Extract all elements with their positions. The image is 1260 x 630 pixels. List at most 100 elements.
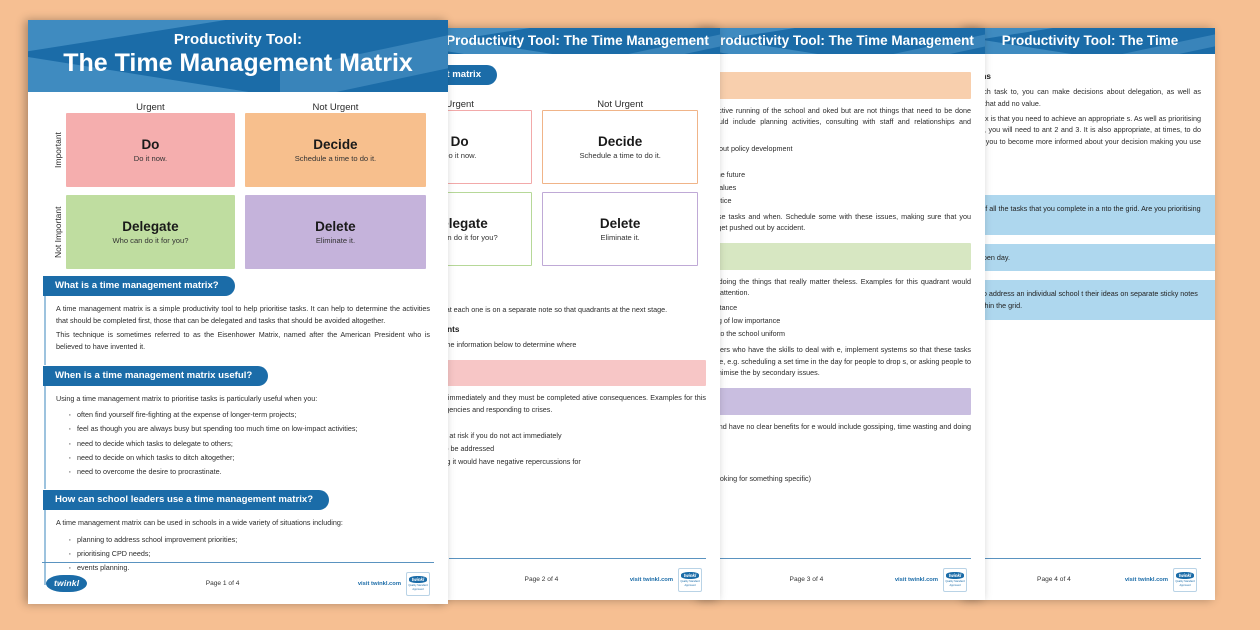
page-4-blue-box-list: stic tool. Make a record of all the task… bbox=[965, 195, 1215, 320]
matrix-col-header-not-urgent: Not Urgent bbox=[312, 102, 359, 113]
list-item: ial risk and it needs to be addressed bbox=[435, 443, 706, 455]
list-item: need to decide which tasks to delegate t… bbox=[66, 436, 430, 453]
section-paragraph: A time management matrix is a simple pro… bbox=[56, 304, 430, 325]
list-item: e looming and missing it would have nega… bbox=[435, 456, 706, 468]
matrix-cell-delegate: Delegate Who can do it for you? bbox=[66, 195, 235, 269]
matrix-cell-delegate: Delegate Who can do it for you? bbox=[435, 192, 533, 266]
page-3-paragraph-1: s that are important in the effective ru… bbox=[700, 105, 971, 138]
document-page-4[interactable]: Productivity Tool: The Time Management M… bbox=[965, 28, 1215, 600]
list-item: lendar bbox=[700, 156, 971, 168]
section-school-leaders: How can school leaders use a time manage… bbox=[43, 489, 448, 586]
list-item: events planning. bbox=[66, 560, 430, 577]
page-4-paragraph-1: you have allocated each task to, you can… bbox=[965, 87, 1201, 108]
page-2-paragraph-3: hat need to be addressed immediately and… bbox=[435, 393, 706, 415]
visit-link[interactable]: visit twinkl.com bbox=[894, 576, 938, 583]
blue-box: hool event, such as an open day. bbox=[965, 243, 1215, 272]
page-3-footer: Page 3 of 4 visit twinkl.com twinkl Qual… bbox=[714, 558, 971, 600]
quadrant-bar-not-important-not-urgent: t and not urgent bbox=[700, 387, 971, 415]
list-item: munications of lower importance bbox=[700, 302, 971, 314]
list-item: f changes to expected practice bbox=[700, 195, 971, 207]
quadrant-bar-not-important-urgent: t but urgent bbox=[700, 243, 971, 270]
page-2-paragraph-4: all bbox=[435, 478, 706, 490]
list-item: dia bbox=[700, 447, 971, 459]
matrix-cell-decide: Decide Schedule a time to do it. bbox=[542, 110, 698, 184]
page-2-matrix: Urgent Not Urgent Do Do it now. Decide S… bbox=[435, 85, 720, 272]
matrix-cell-do: Do Do it now. bbox=[66, 113, 235, 187]
twinkl-logo[interactable]: twinkl bbox=[46, 575, 88, 592]
document-page-2[interactable]: Productivity Tool: The Time Management M… bbox=[435, 28, 720, 600]
list-item: talogues (unless you are looking for som… bbox=[700, 473, 971, 485]
list-item: nts, staff and governors about policy de… bbox=[700, 143, 971, 155]
matrix-cell-decide: Decide Schedule a time to do it. bbox=[244, 113, 426, 187]
section-paragraph: A time management matrix can be used in … bbox=[56, 518, 343, 528]
page-4-title: Productivity Tool: The Time Management M… bbox=[1001, 33, 1179, 48]
section-heading: How can school leaders use a time manage… bbox=[43, 490, 330, 511]
page-2-body: vities t of the task. Make sure that eac… bbox=[435, 272, 720, 511]
page-3-paragraph-4: ble, delegate these tasks to others who … bbox=[700, 345, 971, 378]
matrix-col-header-not-urgent: Not Urgent bbox=[597, 99, 644, 110]
list-item: need to decide on which tasks to ditch a… bbox=[66, 450, 430, 467]
page-3-title: Productivity Tool: The Time Management M… bbox=[711, 33, 974, 48]
page-4-paragraph-2: er when using this matrix is that you ne… bbox=[965, 113, 1201, 146]
page-2-footer: Page 2 of 4 visit twinkl.com twinkl Qual… bbox=[449, 558, 706, 600]
page-3-bullets-1: nts, staff and governors about policy de… bbox=[700, 143, 971, 207]
quadrant-bar-important-urgent: portant bbox=[435, 359, 706, 387]
document-page-3[interactable]: Productivity Tool: The Time Management M… bbox=[700, 28, 985, 600]
page-3-paragraph-5: that waste time and/or energy and have n… bbox=[700, 421, 971, 431]
page-3-paragraph-3: that can be a distraction from doing the… bbox=[700, 276, 971, 298]
list-item: need to overcome the desire to procrasti… bbox=[66, 464, 430, 481]
visit-link[interactable]: visit twinkl.com bbox=[1124, 576, 1168, 583]
document-page-1[interactable]: Productivity Tool: The Time Management M… bbox=[28, 20, 448, 604]
list-item: omes bbox=[700, 460, 971, 472]
section-heading: What is a time management matrix? bbox=[43, 276, 235, 296]
matrix-cell-do: Do Do it now. bbox=[435, 110, 533, 184]
quality-stamp-icon: twinkl Quality Standard Approved bbox=[943, 567, 967, 592]
page-number: Page 2 of 4 bbox=[524, 576, 559, 583]
page-2-heading-2: s into the four quadrants bbox=[435, 323, 706, 336]
blue-box: stic tool. Make a record of all the task… bbox=[965, 195, 1215, 235]
page-2-heading-1: vities bbox=[435, 288, 706, 301]
visit-link[interactable]: visit twinkl.com bbox=[629, 576, 673, 583]
matrix-cell-delete: Delete Eliminate it. bbox=[244, 195, 426, 269]
section-heading: When is a time management matrix useful? bbox=[43, 365, 269, 386]
section-paragraph: This technique is sometimes referred to … bbox=[56, 330, 430, 351]
quadrant-bar-important-not-urgent: t important bbox=[700, 72, 971, 99]
page-4-header-banner: Productivity Tool: The Time Management M… bbox=[965, 28, 1215, 54]
page-3-paragraph-2: you are going to complete these tasks an… bbox=[700, 211, 971, 233]
list-item: feel as though you are always busy but s… bbox=[66, 421, 430, 438]
page-2-header-banner: Productivity Tool: The Time Management M… bbox=[435, 28, 720, 54]
page-4-footer: Page 4 of 4 visit twinkl.com twinkl Qual… bbox=[979, 558, 1201, 600]
page-number: Page 3 of 4 bbox=[789, 576, 824, 583]
list-item: ident and someone is at risk if you do n… bbox=[435, 430, 706, 442]
page-1-title-small: Productivity Tool: bbox=[173, 31, 303, 48]
list-item: hich is several months in the future bbox=[700, 169, 971, 181]
list-item: ies that reflect the school values bbox=[700, 182, 971, 194]
page-2-pill-heading: a time management matrix bbox=[435, 64, 720, 85]
page-3-bullets-3: dia omes talogues (unless you are lookin… bbox=[700, 447, 971, 485]
matrix-cell-delete: Delete Eliminate it. bbox=[542, 192, 698, 266]
page-4-body: e informed decisions you have allocated … bbox=[965, 54, 1215, 159]
section-what-is-matrix: What is a time management matrix? A time… bbox=[43, 275, 448, 365]
quality-stamp-icon: twinkl Quality Standard Approved bbox=[678, 567, 702, 592]
page-2-paragraph-1: t of the task. Make sure that each one i… bbox=[435, 305, 668, 315]
page-3-header-banner: Productivity Tool: The Time Management M… bbox=[700, 28, 985, 54]
page-number: Page 1 of 4 bbox=[205, 580, 240, 587]
page-4-heading: e informed decisions bbox=[965, 70, 1201, 83]
page-3-bullets-2: munications of lower importance you to a… bbox=[700, 302, 971, 340]
list-item: prioritising CPD needs; bbox=[66, 546, 430, 563]
page-3-body: t important s that are important in the … bbox=[700, 54, 985, 500]
page-1-title-large: The Time Management Matrix bbox=[63, 49, 413, 77]
quality-stamp-icon: twinkl Quality Standard Approved bbox=[405, 571, 430, 596]
page-3-paragraph-6: o eliminate these altogether. bbox=[700, 489, 971, 501]
section-paragraph: Using a time management matrix to priori… bbox=[56, 393, 318, 403]
section-when-useful: When is a time management matrix useful?… bbox=[43, 365, 448, 490]
blue-box: anning tool to plan how to address an in… bbox=[965, 280, 1215, 320]
list-item: planning to address school improvement p… bbox=[66, 532, 430, 549]
matrix-row-header-important: Important bbox=[53, 132, 63, 168]
page-2-paragraph-2: uadrant of the grid, using the informati… bbox=[435, 340, 577, 350]
page-2-bullets: ident and someone is at risk if you do n… bbox=[435, 430, 706, 468]
page-2-title: Productivity Tool: The Time Management M… bbox=[446, 33, 709, 48]
visit-link[interactable]: visit twinkl.com bbox=[357, 580, 401, 587]
matrix-row-header-not-important: Not Important bbox=[53, 206, 63, 258]
